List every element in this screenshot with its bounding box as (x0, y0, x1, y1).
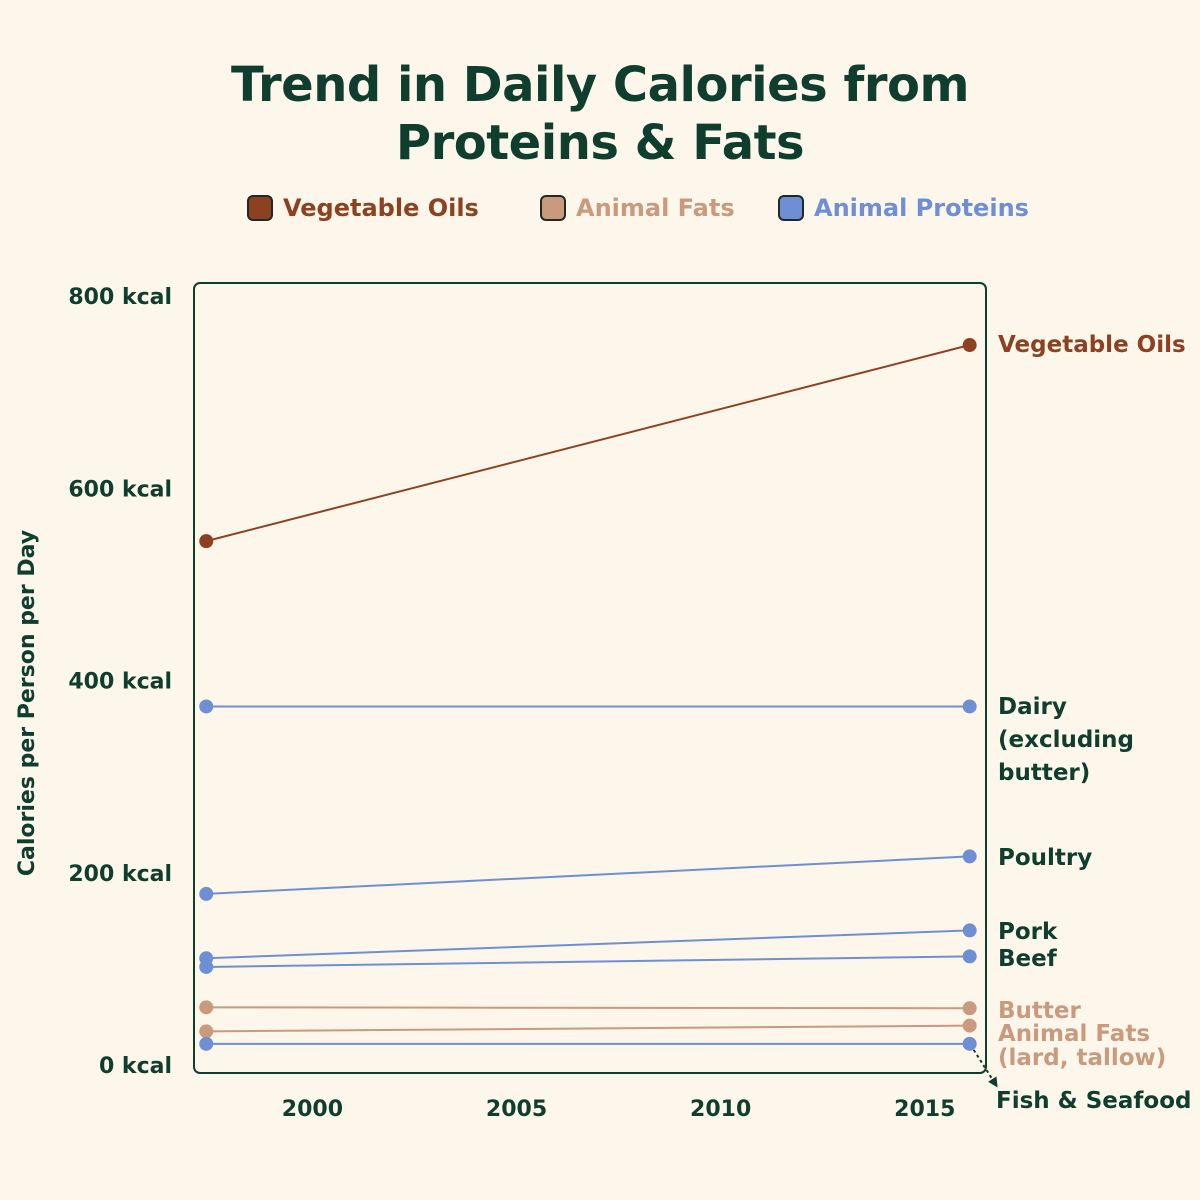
data-point-beef-end (962, 949, 977, 964)
data-point-vegetable-oils-end (962, 338, 977, 353)
y-tick-label: 200 kcal (68, 862, 172, 887)
series-label-fish-seafood: Fish & Seafood (996, 1088, 1192, 1114)
legend-label-animal-proteins: Animal Proteins (814, 194, 1029, 222)
data-point-vegetable-oils-start (199, 534, 214, 549)
series-line-beef (206, 955, 970, 968)
series-label-butter: Butter (998, 998, 1081, 1024)
legend-item-animal-proteins: Animal Proteins (778, 190, 1029, 226)
legend-label-vegetable-oils: Vegetable Oils (283, 194, 479, 222)
data-point-butter-end (962, 1001, 977, 1016)
data-point-poultry-end (962, 849, 977, 864)
y-axis-ticks: 0 kcal 200 kcal 400 kcal 600 kcal 800 kcal (68, 285, 172, 1079)
data-point-butter-start (199, 1000, 214, 1015)
data-point-dairy-excluding-butter-end (962, 699, 977, 714)
series-line-pork (206, 929, 970, 960)
plot-frame (193, 282, 987, 1074)
series-line-butter (206, 1006, 970, 1010)
legend-swatch-vegetable-oils (247, 195, 273, 221)
x-tick-label: 2010 (690, 1097, 751, 1122)
legend-label-animal-fats: Animal Fats (576, 194, 735, 222)
legend-item-vegetable-oils: Vegetable Oils (247, 190, 479, 226)
data-point-fish-seafood-start (199, 1036, 214, 1051)
series-line-animal-fats-lard-tallow (206, 1024, 970, 1033)
series-label-vegetable-oils: Vegetable Oils (998, 332, 1186, 358)
data-point-animal-fats-lard-tallow-end (962, 1018, 977, 1033)
data-point-beef-start (199, 959, 214, 974)
y-tick-label: 400 kcal (68, 670, 172, 695)
data-point-pork-end (962, 923, 977, 938)
series-label-beef: Beef (998, 946, 1058, 972)
series-labels: Vegetable Oils Dairy (excluding butter) Poul… (972, 332, 1192, 1114)
series-lines (199, 338, 977, 1051)
data-point-animal-fats-lard-tallow-start (199, 1024, 214, 1039)
y-tick-label: 800 kcal (68, 285, 172, 310)
x-tick-label: 2000 (282, 1097, 343, 1122)
legend-swatch-animal-proteins (778, 195, 804, 221)
series-line-poultry (206, 855, 970, 895)
series-label-dairy-excluding-butter: Dairy (excluding butter) (998, 694, 1134, 786)
series-label-poultry: Poultry (998, 845, 1092, 871)
chart-title-line-2: Proteins & Fats (395, 115, 805, 171)
fish-seafood-leader-arrow (972, 1049, 998, 1088)
y-tick-label: 600 kcal (68, 477, 172, 502)
chart-title-line-1: Trend in Daily Calories from (231, 57, 969, 113)
data-point-fish-seafood-end (962, 1036, 977, 1051)
x-tick-label: 2015 (894, 1097, 955, 1122)
y-tick-label: 0 kcal (99, 1054, 172, 1079)
legend: Vegetable Oils Animal Fats Animal Protei… (0, 190, 1200, 226)
data-point-dairy-excluding-butter-start (199, 699, 214, 714)
series-label-pork: Pork (998, 919, 1058, 945)
legend-swatch-animal-fats (540, 195, 566, 221)
y-axis-title: Calories per Person per Day (15, 530, 40, 876)
x-tick-label: 2005 (486, 1097, 547, 1122)
chart-title: Trend in Daily Calories from Proteins & … (0, 56, 1200, 172)
x-axis-ticks: 2000 2005 2010 2015 (282, 1097, 956, 1122)
series-label-animal-fats-lard-tallow: Animal Fats (lard, tallow) (998, 1021, 1166, 1071)
legend-item-animal-fats: Animal Fats (540, 190, 735, 226)
data-point-poultry-start (199, 886, 214, 901)
series-line-vegetable-oils (205, 344, 970, 543)
